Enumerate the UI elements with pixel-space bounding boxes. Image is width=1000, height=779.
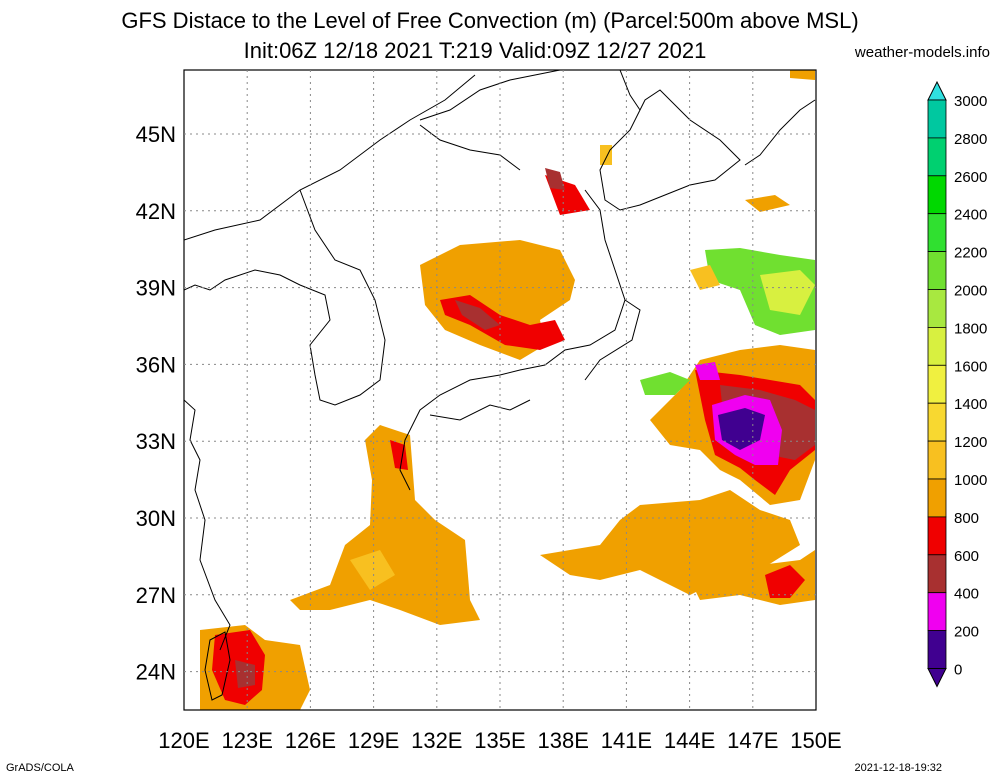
- field-north-small: [600, 145, 612, 165]
- colorbar-label: 600: [954, 548, 979, 565]
- colorbar-label: 1800: [954, 320, 987, 337]
- lat-tick-label: 27N: [136, 583, 176, 608]
- coast-kuril: [744, 99, 816, 166]
- coast-taiwan: [204, 631, 231, 701]
- lat-tick-label: 33N: [136, 429, 176, 454]
- field-ryukyu: [290, 425, 480, 625]
- lon-tick-label: 147E: [727, 728, 778, 753]
- field-ryukyu-2: [350, 550, 395, 590]
- colorbar-swatch: [927, 213, 947, 252]
- chart-title: GFS Distace to the Level of Free Convect…: [121, 8, 859, 33]
- colorbar-label: 1600: [954, 358, 987, 375]
- lat-tick-label: 24N: [136, 660, 176, 685]
- coast-sakhalin: [619, 70, 641, 111]
- colorbar-label: 2400: [954, 207, 987, 224]
- lon-tick-label: 135E: [474, 728, 525, 753]
- colorbar-swatch: [927, 592, 947, 632]
- field-hokkaido-brown: [545, 168, 565, 190]
- colorbar-swatch: [927, 364, 947, 404]
- colorbar-swatch: [927, 326, 947, 366]
- colorbar-label: 800: [954, 510, 979, 527]
- colorbar-arrow-top: [927, 80, 947, 101]
- lat-tick-label: 42N: [136, 199, 176, 224]
- colorbar-label: 3000: [954, 93, 987, 110]
- shaded-fields: [200, 70, 815, 710]
- lon-tick-label: 123E: [222, 728, 273, 753]
- site-label: weather-models.info: [854, 44, 990, 61]
- lon-tick-label: 120E: [158, 728, 209, 753]
- colorbar-swatch: [927, 516, 947, 556]
- field-japansea-brown: [455, 300, 500, 330]
- colorbar-label: 2600: [954, 169, 987, 186]
- colorbar-arrow-bottom: [927, 668, 947, 688]
- colorbar-label: 2800: [954, 131, 987, 148]
- coast-hokkaido: [599, 89, 741, 211]
- colorbar-label: 400: [954, 586, 979, 603]
- gridlines: [184, 70, 816, 710]
- field-east-magenta-top: [695, 362, 720, 380]
- field-taiwan-brown: [235, 660, 255, 688]
- lat-tick-label: 45N: [136, 122, 176, 147]
- colorbar-label: 2200: [954, 245, 987, 262]
- colorbar-label: 200: [954, 624, 979, 641]
- field-ne2: [745, 195, 790, 212]
- colorbar-swatch: [927, 478, 947, 518]
- colorbar-swatch: [927, 289, 947, 328]
- field-ne: [790, 70, 815, 80]
- colorbar-label: 1000: [954, 472, 987, 489]
- lon-tick-label: 141E: [601, 728, 652, 753]
- field-se-red: [765, 565, 805, 598]
- coastlines: [184, 70, 816, 701]
- axis-ticks: 120E 123E 126E 129E 132E 135E 138E 141E 144E 147E…: [136, 122, 842, 753]
- colorbar-swatch: [927, 137, 947, 177]
- colorbar-swatch: [927, 440, 947, 480]
- colorbar-swatch: [927, 175, 947, 215]
- colorbar-label: 2000: [954, 283, 987, 300]
- lon-tick-label: 138E: [538, 728, 589, 753]
- coast-japan: [399, 189, 641, 491]
- field-east-green: [705, 248, 815, 335]
- lon-tick-label: 126E: [285, 728, 336, 753]
- footer-right: 2021-12-18-19:32: [854, 762, 942, 774]
- field-south: [540, 490, 800, 595]
- colorbar-label: 1400: [954, 396, 987, 413]
- coast-russia: [419, 70, 561, 171]
- lat-tick-label: 30N: [136, 506, 176, 531]
- colorbar-label: 1200: [954, 434, 987, 451]
- chart-subtitle: Init:06Z 12/18 2021 T:219 Valid:09Z 12/2…: [243, 38, 707, 63]
- lat-tick-label: 39N: [136, 276, 176, 301]
- colorbar-swatch: [927, 402, 947, 442]
- lon-tick-label: 150E: [790, 728, 841, 753]
- colorbar-swatch: [927, 554, 947, 594]
- field-east-orange: [690, 265, 720, 290]
- lat-tick-label: 36N: [136, 352, 176, 377]
- colorbar-swatch: [927, 99, 947, 139]
- footer-left: GrADS/COLA: [6, 762, 74, 774]
- lon-tick-label: 129E: [348, 728, 399, 753]
- colorbar-swatch: [927, 630, 947, 669]
- coast-korea: [184, 74, 476, 406]
- lon-tick-label: 144E: [664, 728, 715, 753]
- colorbar: 3000280026002400220020001800160014001200…: [927, 80, 987, 688]
- lon-tick-label: 132E: [411, 728, 462, 753]
- field-east-yellow: [760, 270, 815, 315]
- coast-china: [184, 399, 231, 651]
- colorbar-label: 0: [954, 662, 962, 679]
- field-east-green-small: [640, 372, 690, 395]
- colorbar-swatch: [927, 251, 947, 290]
